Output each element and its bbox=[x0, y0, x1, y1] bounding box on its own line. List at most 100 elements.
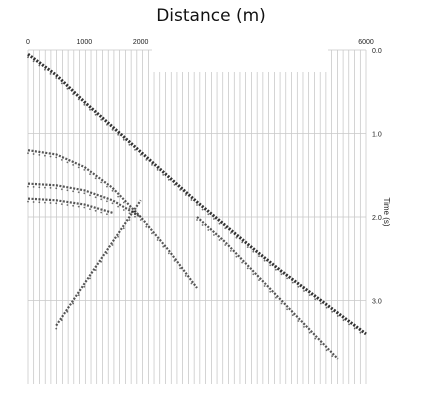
data-point bbox=[83, 192, 86, 195]
data-point bbox=[167, 179, 170, 181]
data-point bbox=[151, 164, 153, 166]
data-point bbox=[77, 166, 80, 169]
data-point bbox=[60, 319, 63, 322]
data-point bbox=[83, 285, 86, 288]
data-point bbox=[83, 169, 86, 171]
data-point bbox=[308, 294, 311, 296]
data-point bbox=[94, 113, 97, 116]
data-point bbox=[89, 108, 91, 111]
data-point bbox=[38, 186, 41, 189]
data-point bbox=[66, 204, 69, 206]
data-point bbox=[60, 82, 63, 85]
data-point bbox=[291, 281, 294, 284]
data-point bbox=[60, 203, 63, 206]
data-point bbox=[94, 269, 97, 271]
data-point bbox=[72, 204, 74, 207]
data-point bbox=[38, 201, 41, 204]
data-point bbox=[207, 213, 210, 216]
data-point bbox=[94, 196, 97, 199]
data-point bbox=[49, 202, 52, 204]
data-point bbox=[145, 159, 148, 161]
event-line bbox=[27, 182, 142, 218]
chart-title: Distance (m) bbox=[156, 6, 266, 26]
data-point bbox=[128, 207, 131, 210]
data-point bbox=[173, 184, 176, 186]
data-point bbox=[246, 246, 249, 249]
data-point bbox=[314, 298, 317, 301]
data-point bbox=[38, 154, 41, 156]
data-point bbox=[162, 174, 165, 176]
data-point bbox=[320, 302, 322, 305]
data-point bbox=[134, 215, 136, 218]
data-point bbox=[27, 200, 29, 203]
data-point bbox=[100, 198, 103, 201]
data-point bbox=[320, 343, 322, 346]
data-point bbox=[77, 294, 80, 296]
data-point bbox=[184, 194, 187, 196]
data-point bbox=[173, 260, 176, 262]
data-point bbox=[303, 290, 305, 292]
event-line bbox=[27, 52, 367, 336]
data-point bbox=[44, 201, 46, 204]
data-point bbox=[94, 177, 97, 180]
data-point bbox=[258, 279, 260, 281]
data-point bbox=[151, 232, 153, 235]
data-point bbox=[111, 202, 114, 205]
data-point bbox=[32, 186, 35, 188]
grid-lines bbox=[28, 49, 366, 301]
data-point bbox=[49, 73, 52, 75]
data-point bbox=[111, 128, 114, 131]
data-point bbox=[201, 208, 204, 211]
data-point bbox=[122, 227, 125, 230]
data-point bbox=[100, 118, 103, 121]
data-point bbox=[207, 229, 210, 231]
data-point bbox=[167, 252, 170, 255]
y-tick-label: 1.0 bbox=[372, 132, 382, 139]
data-point bbox=[218, 239, 221, 241]
data-point bbox=[111, 244, 114, 246]
data-point bbox=[275, 296, 277, 299]
data-point bbox=[66, 189, 69, 192]
data-point bbox=[94, 209, 97, 212]
data-point bbox=[117, 205, 119, 208]
data-point bbox=[66, 310, 69, 313]
data-point bbox=[128, 219, 131, 221]
data-point bbox=[49, 155, 52, 158]
data-point bbox=[128, 143, 131, 146]
data-point bbox=[44, 186, 46, 189]
data-point bbox=[201, 224, 204, 226]
data-point bbox=[66, 87, 69, 90]
data-point bbox=[32, 153, 35, 155]
data-point bbox=[229, 232, 232, 234]
data-point bbox=[263, 285, 266, 287]
data-point bbox=[117, 133, 119, 136]
data-point bbox=[229, 250, 232, 252]
data-point bbox=[184, 275, 187, 277]
data-point bbox=[331, 355, 334, 357]
data-point bbox=[117, 235, 119, 238]
data-point bbox=[60, 188, 63, 191]
data-point bbox=[162, 245, 165, 248]
data-point bbox=[241, 241, 244, 244]
data-point bbox=[122, 209, 125, 211]
event-line bbox=[27, 149, 198, 289]
data-point bbox=[122, 138, 125, 141]
data-point bbox=[291, 314, 294, 317]
data-point bbox=[213, 218, 215, 220]
data-point bbox=[100, 260, 103, 263]
data-point bbox=[241, 261, 244, 264]
data-point bbox=[38, 64, 41, 67]
data-point bbox=[128, 212, 131, 215]
title-mask bbox=[152, 28, 328, 72]
data-point bbox=[196, 204, 198, 206]
data-point bbox=[348, 323, 350, 326]
data-point bbox=[156, 169, 159, 171]
x-tick-label: 0 bbox=[26, 39, 30, 46]
data-point bbox=[269, 290, 272, 293]
data-point bbox=[106, 200, 108, 203]
event-line bbox=[196, 216, 339, 360]
data-point bbox=[252, 273, 255, 276]
data-point bbox=[139, 154, 142, 156]
data-point bbox=[275, 268, 277, 271]
